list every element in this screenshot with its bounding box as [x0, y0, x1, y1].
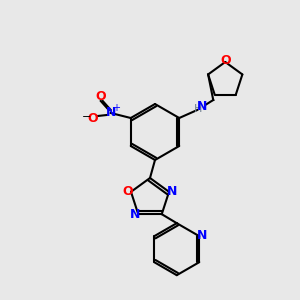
Text: H: H	[194, 104, 202, 114]
Text: O: O	[87, 112, 98, 124]
Text: N: N	[167, 185, 177, 198]
Text: N: N	[130, 208, 140, 221]
Text: O: O	[123, 185, 133, 198]
Text: N: N	[106, 106, 116, 119]
Text: N: N	[197, 229, 208, 242]
Text: +: +	[112, 103, 120, 113]
Text: −: −	[82, 112, 92, 122]
Text: N: N	[197, 100, 207, 113]
Text: O: O	[220, 55, 231, 68]
Text: O: O	[95, 91, 106, 103]
